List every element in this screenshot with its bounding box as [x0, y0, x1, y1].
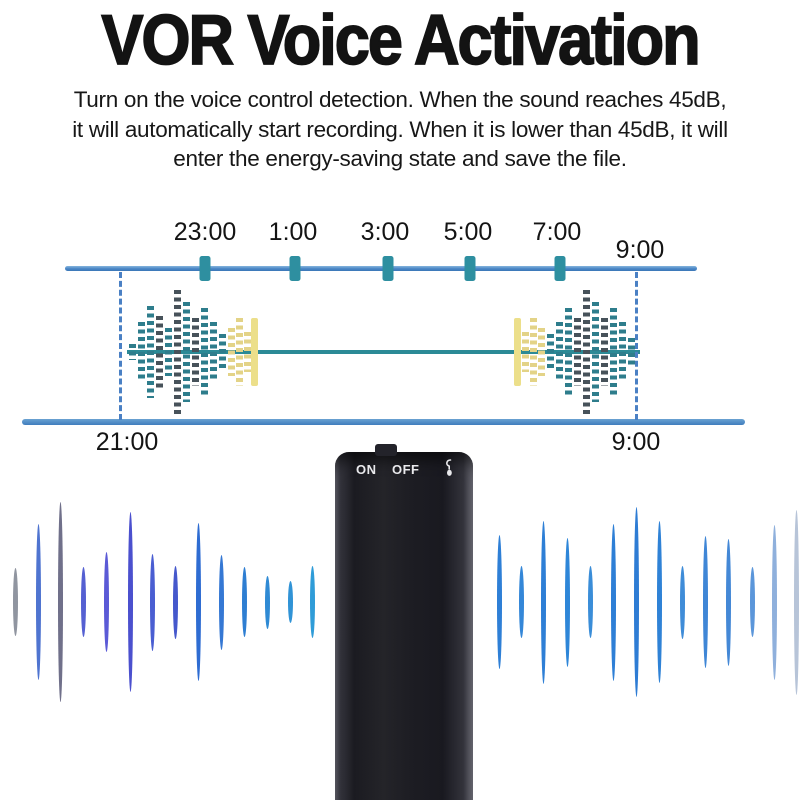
sound-wave-bar: [104, 552, 109, 652]
recording-baseline: [127, 350, 640, 354]
waveform-column: [210, 322, 217, 382]
device-on-label: ON: [356, 462, 377, 477]
waveform-column: [147, 306, 154, 398]
sound-wave-bar: [310, 566, 315, 638]
waveform-column: [547, 334, 554, 370]
description-line-1: Turn on the voice control detection. Whe…: [73, 87, 727, 112]
sound-wave-bar: [519, 566, 524, 638]
sound-wave-bar: [703, 536, 708, 668]
time-label: 1:00: [268, 218, 318, 246]
timeline-bottom-axis: [22, 419, 745, 425]
sound-wave-bar: [58, 502, 63, 702]
sound-wave-bar: [611, 523, 616, 681]
sound-wave-bar: [173, 565, 178, 639]
waveform-column: [201, 308, 208, 396]
waveform-column: [583, 290, 590, 414]
device-top-button: [375, 444, 397, 456]
waveform-column: [244, 332, 251, 372]
timeline-top-axis: [65, 266, 697, 271]
timeline-tick: [199, 256, 211, 281]
sound-wave-bar: [634, 507, 639, 697]
waveform-column: [530, 318, 537, 386]
sound-wave-bar: [242, 567, 247, 637]
waveform-column: [129, 344, 136, 360]
sound-wave-bar: [680, 565, 685, 639]
time-label: 9:00: [611, 428, 661, 456]
timeline-tick: [382, 256, 394, 281]
sound-wave-bar: [794, 509, 799, 695]
waveform-column: [174, 290, 181, 414]
page-title: VOR Voice Activation: [101, 0, 702, 80]
waveform-solid-bar: [251, 318, 258, 386]
device-off-label: OFF: [392, 462, 420, 477]
sound-wave-bar: [541, 520, 546, 684]
sound-wave-bar: [726, 538, 731, 666]
time-label: 9:00: [615, 236, 665, 264]
sound-wave-bar: [288, 581, 293, 623]
sound-wave-bar: [565, 537, 570, 667]
waveform-column: [219, 334, 226, 370]
sound-wave-bar: [36, 524, 41, 680]
sound-wave-bar: [196, 523, 201, 681]
sound-wave-bar: [81, 567, 86, 637]
waveform-column: [556, 322, 563, 382]
waveform-column: [138, 322, 145, 382]
dashed-guide-line: [119, 272, 122, 420]
waveform-solid-bar: [514, 318, 521, 386]
waveform-column: [156, 316, 163, 388]
waveform-column: [183, 302, 190, 402]
time-label: 23:00: [173, 218, 237, 246]
sound-wave-bar: [219, 554, 224, 650]
sound-wave-bar: [150, 553, 155, 651]
waveform-column: [592, 302, 599, 402]
waveform-column: [574, 318, 581, 386]
earphone-icon: [443, 458, 457, 484]
sound-wave-bar: [13, 568, 18, 636]
sound-wave-bar: [265, 575, 270, 629]
timeline-tick: [464, 256, 476, 281]
waveform-column: [236, 318, 243, 386]
timeline-tick: [554, 256, 566, 281]
time-label: 5:00: [443, 218, 493, 246]
timeline-tick: [289, 256, 301, 281]
waveform-column: [192, 318, 199, 386]
dashed-guide-line: [635, 272, 638, 420]
waveform-column: [628, 338, 635, 366]
waveform-column: [228, 328, 235, 376]
waveform-column: [522, 332, 529, 372]
sound-wave-bar: [750, 567, 755, 637]
sound-wave-bar: [772, 524, 777, 680]
waveform-column: [610, 308, 617, 396]
sound-wave-bar: [128, 512, 133, 692]
waveform-column: [538, 328, 545, 376]
voice-recorder-device: [335, 452, 473, 800]
description: Turn on the voice control detection. Whe…: [0, 85, 800, 174]
waveform-column: [165, 328, 172, 376]
waveform-column: [619, 322, 626, 382]
waveform-column: [601, 318, 608, 386]
description-line-3: enter the energy-saving state and save t…: [173, 146, 627, 171]
sound-wave-bar: [497, 535, 502, 669]
time-label: 3:00: [360, 218, 410, 246]
time-label: 7:00: [532, 218, 582, 246]
sound-wave-bar: [657, 521, 662, 683]
description-line-2: it will automatically start recording. W…: [72, 116, 728, 142]
time-label: 21:00: [95, 428, 159, 456]
sound-wave-bar: [588, 566, 593, 638]
waveform-column: [565, 308, 572, 396]
